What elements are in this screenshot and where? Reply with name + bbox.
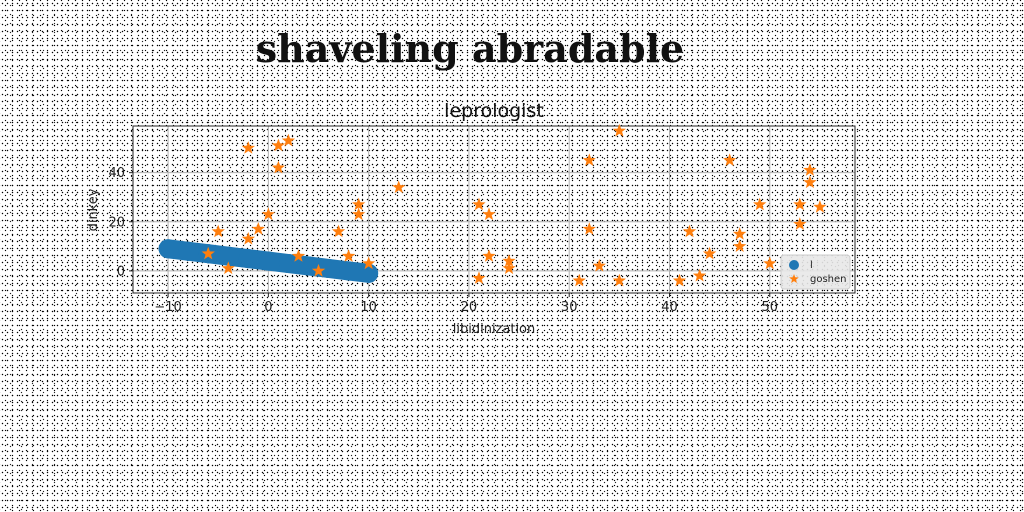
grid-lines [133, 126, 855, 293]
x-tick-label: 10 [360, 300, 377, 315]
x-tick-label: 0 [264, 300, 272, 315]
data-point-star [753, 197, 767, 211]
data-point-star [472, 197, 486, 211]
data-point-star [472, 271, 486, 284]
x-tick-label: 30 [561, 300, 578, 315]
data-point-star [271, 138, 286, 152]
data-point-star [261, 207, 275, 221]
legend-label-l: l [810, 260, 813, 271]
y-tick-label: 0 [117, 264, 125, 279]
data-point-star [352, 197, 366, 211]
data-point-star [241, 232, 255, 245]
y-tick-label: 20 [108, 215, 125, 230]
data-point-star [502, 254, 516, 267]
data-point-star [793, 197, 807, 211]
series-line-segment [339, 261, 379, 283]
x-tick-label: 50 [761, 300, 778, 315]
data-point-star [331, 224, 346, 238]
data-point-star [352, 207, 366, 221]
data-point-star [341, 249, 356, 262]
legend-label-goshen: goshen [810, 274, 847, 285]
data-point-star [592, 259, 606, 272]
data-point-star [251, 222, 265, 235]
data-point-star [582, 222, 596, 235]
series-l [158, 239, 379, 283]
data-point-star [582, 153, 596, 166]
legend-marker-l [789, 260, 799, 270]
data-point-star [241, 141, 255, 154]
data-point-star [612, 273, 626, 287]
x-axis-label: libidinization [453, 322, 536, 337]
data-point-star [672, 273, 687, 287]
data-point-star [572, 273, 586, 287]
data-point-star [211, 224, 225, 238]
legend-marker-goshen [789, 274, 799, 283]
data-point-star [702, 246, 717, 260]
data-point-star [482, 207, 496, 221]
x-axis-ticks: −10 0 10 20 30 40 50 [154, 293, 778, 315]
data-point-star [502, 261, 516, 275]
chart-title: leprologist [444, 100, 544, 122]
data-point-star [733, 227, 747, 240]
data-point-star [813, 200, 827, 213]
data-point-star [291, 249, 306, 262]
legend: l goshen [780, 254, 851, 290]
data-point-star [793, 217, 807, 230]
data-point-star [733, 239, 747, 252]
data-point-star [281, 133, 296, 147]
y-axis-label: dinkey [86, 188, 101, 231]
data-point-star [803, 163, 817, 176]
page-title: shaveling abradable [255, 26, 685, 71]
data-point-star [362, 256, 376, 270]
y-axis-ticks: 0 20 40 [108, 166, 133, 279]
x-tick-label: 40 [661, 300, 678, 315]
series-goshen [201, 123, 827, 287]
data-point-star [201, 246, 215, 260]
data-point-star [682, 224, 697, 238]
x-tick-label: −10 [154, 300, 181, 315]
plot-area [132, 125, 856, 294]
data-point-star [271, 160, 286, 174]
data-point-star [692, 268, 707, 282]
data-point-star [763, 256, 777, 270]
x-tick-label: 20 [461, 300, 478, 315]
data-point-star [723, 153, 737, 166]
data-point-star [482, 249, 496, 262]
data-point-star [221, 261, 235, 275]
data-point-star [311, 263, 326, 277]
data-point-star [803, 175, 817, 189]
legend-star-shape [789, 274, 799, 283]
data-point-star [612, 123, 626, 137]
data-series [158, 123, 827, 287]
y-tick-label: 40 [108, 166, 125, 181]
data-point-star [392, 180, 406, 194]
